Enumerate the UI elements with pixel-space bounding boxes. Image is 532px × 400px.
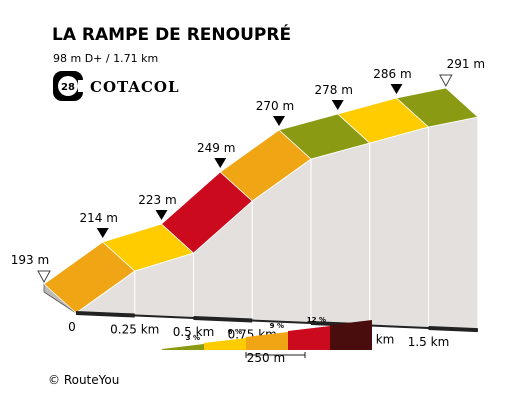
chart-title: LA RAMPE DE RENOUPRÉ xyxy=(52,23,291,45)
chart-subtitle: 98 m D+ / 1.71 km xyxy=(53,52,158,65)
elevation-marker xyxy=(390,84,403,94)
cotacol-brand: COTACOL xyxy=(90,78,180,96)
scale-label: 250 m xyxy=(247,351,285,365)
elevation-label: 286 m xyxy=(373,67,411,81)
cotacol-badge-icon xyxy=(53,71,84,101)
elevation-label: 278 m xyxy=(315,83,353,97)
elevation-marker-hollow xyxy=(37,270,51,284)
elevation-marker xyxy=(96,228,109,238)
gradient-legend-wedge xyxy=(288,326,330,350)
distance-tick-label: 0 xyxy=(68,320,76,334)
elevation-label: 193 m xyxy=(11,253,49,267)
gradient-legend-wedge xyxy=(330,320,372,350)
elevation-marker xyxy=(155,210,168,220)
elevation-label: 291 m xyxy=(447,57,485,71)
elevation-marker xyxy=(214,158,227,168)
elevation-label: 249 m xyxy=(197,141,235,155)
gradient-legend-label: 9 % xyxy=(270,322,284,330)
gradient-legend-label: 12 % xyxy=(307,316,326,324)
profile-base-dash xyxy=(193,316,253,323)
elevation-marker xyxy=(273,116,285,126)
distance-tick-label: 0.25 km xyxy=(110,323,159,337)
cotacol-number: 28 xyxy=(61,82,75,93)
elevation-label: 270 m xyxy=(256,99,294,113)
elevation-marker xyxy=(331,100,344,110)
gradient-band xyxy=(395,87,479,128)
gradient-legend-wedge xyxy=(246,332,288,350)
profile-side-panel xyxy=(310,142,371,327)
gradient-legend-label: 6 % xyxy=(228,328,242,336)
profile-base-dash xyxy=(428,326,478,333)
distance-tick-label: 1.5 km xyxy=(408,335,450,349)
gradient-legend-wedge xyxy=(162,344,204,350)
elevation-label: 214 m xyxy=(80,211,118,225)
profile-side-panel xyxy=(428,116,479,331)
profile-base-line xyxy=(75,312,478,332)
profile-side-panel xyxy=(369,126,429,329)
routeyou-credit: © RouteYou xyxy=(48,373,119,387)
elevation-label: 223 m xyxy=(138,193,176,207)
elevation-marker-hollow xyxy=(439,74,453,88)
gradient-legend-wedge xyxy=(204,338,246,350)
cotacol-badge: 28 COTACOL xyxy=(53,71,180,101)
distance-tick-label: 0.5 km xyxy=(173,325,215,339)
profile-base-dash xyxy=(75,311,135,318)
gradient-legend-label: 3 % xyxy=(186,334,200,342)
